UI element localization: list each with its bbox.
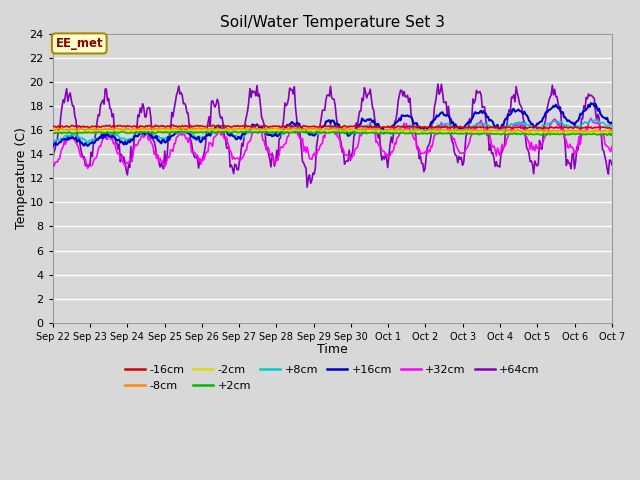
Legend: -16cm, -8cm, -2cm, +2cm, +8cm, +16cm, +32cm, +64cm: -16cm, -8cm, -2cm, +2cm, +8cm, +16cm, +3… <box>120 361 544 395</box>
X-axis label: Time: Time <box>317 343 348 356</box>
Text: EE_met: EE_met <box>56 37 103 50</box>
Title: Soil/Water Temperature Set 3: Soil/Water Temperature Set 3 <box>220 15 445 30</box>
Y-axis label: Temperature (C): Temperature (C) <box>15 127 28 229</box>
